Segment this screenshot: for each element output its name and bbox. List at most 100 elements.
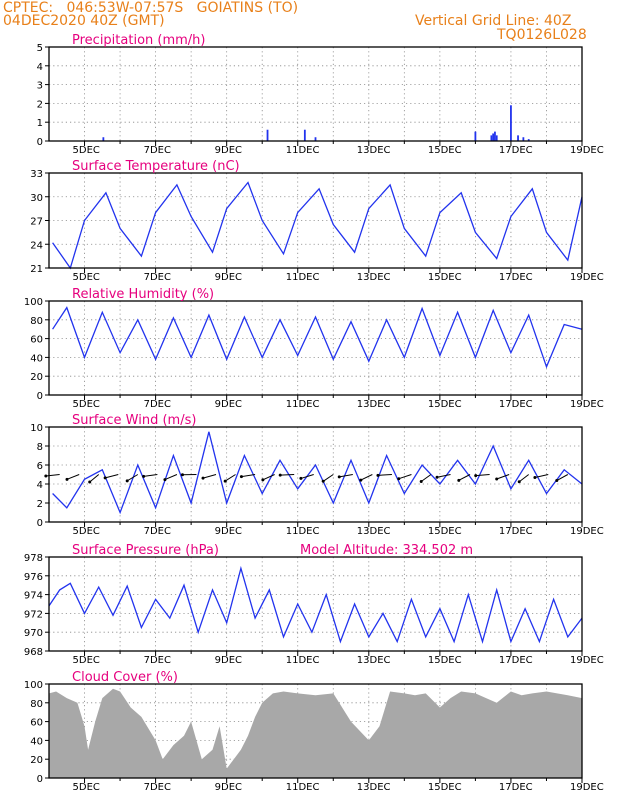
wind-arrow [339, 474, 353, 478]
x-tick-label: 5DEC [73, 145, 100, 156]
precip-bar [527, 139, 530, 141]
x-tick-label: 19DEC [570, 782, 604, 793]
precip-bar [266, 129, 269, 141]
y-tick-label: 974 [24, 591, 43, 602]
wind-arrow-head [142, 474, 146, 478]
y-tick-label: 2 [37, 99, 43, 110]
y-tick-label: 40 [30, 353, 43, 364]
x-tick-label: 9DEC [215, 145, 242, 156]
y-tick-label: 8 [37, 442, 43, 453]
y-tick-label: 0 [37, 774, 43, 785]
wind-arrow [45, 474, 60, 477]
x-tick-label: 19DEC [570, 145, 604, 156]
precip-bar [314, 137, 317, 141]
precip-bar [474, 131, 477, 141]
wind-arrow-head [457, 478, 461, 482]
precip-bar [490, 135, 493, 141]
x-tick-label: 9DEC [215, 655, 242, 666]
y-tick-label: 4 [37, 62, 43, 73]
x-tick-label: 11DEC [286, 655, 320, 666]
wind-arrow-head [376, 473, 380, 477]
panel-2 [45, 172, 583, 273]
x-tick-label: 15DEC [428, 145, 462, 156]
wind-arrow-head [278, 473, 282, 477]
wind-arrow [436, 474, 451, 478]
plot-frame [48, 556, 583, 652]
x-tick-label: 9DEC [215, 399, 242, 410]
x-tick-label: 5DEC [73, 272, 100, 283]
x-tick-label: 17DEC [499, 655, 533, 666]
header-grid-line: Vertical Grid Line: 40Z [415, 13, 572, 29]
y-tick-label: 6 [37, 461, 43, 472]
wind-arrow [143, 474, 158, 477]
precip-bar [494, 131, 496, 141]
plot-frame [48, 300, 583, 396]
x-tick-label: 7DEC [144, 272, 171, 283]
x-tick-label: 7DEC [144, 782, 171, 793]
x-tick-label: 11DEC [286, 782, 320, 793]
y-tick-label: 978 [24, 553, 43, 564]
precip-bar [495, 135, 498, 141]
x-tick-label: 13DEC [357, 272, 391, 283]
x-tick-label: 7DEC [144, 399, 171, 410]
x-tick-label: 9DEC [215, 782, 242, 793]
wind-arrow-head [65, 477, 69, 481]
y-tick-label: 968 [24, 647, 43, 658]
precip-bar [517, 135, 519, 141]
y-tick-label: 80 [30, 316, 43, 327]
y-tick-label: 3 [37, 81, 43, 92]
wind-arrow-head [337, 475, 341, 479]
wind-arrow-head [495, 477, 499, 481]
panel-6 [45, 683, 583, 783]
panel-4 [44, 426, 583, 527]
y-tick-label: 20 [30, 755, 43, 766]
panel-title: Surface Pressure (hPa) [72, 543, 219, 558]
wind-arrow-head [517, 480, 521, 484]
wind-arrow [360, 474, 373, 481]
x-tick-label: 13DEC [357, 399, 391, 410]
wind-arrow [420, 474, 432, 482]
y-tick-label: 27 [30, 217, 43, 228]
wind-arrow-head [299, 476, 303, 480]
y-tick-label: 0 [37, 518, 43, 529]
wind-arrow-head [125, 479, 129, 483]
plot-frame [48, 683, 583, 779]
x-tick-label: 13DEC [357, 526, 391, 537]
x-tick-label: 13DEC [357, 145, 391, 156]
x-tick-label: 7DEC [144, 526, 171, 537]
x-tick-label: 15DEC [428, 655, 462, 666]
y-tick-label: 60 [30, 335, 43, 346]
wind-arrow-head [88, 480, 92, 484]
wind-arrow [377, 474, 392, 476]
wind-arrow-head [435, 475, 439, 479]
header-location: CPTEC: 046:53W-07:57S GOIATINS (TO) [3, 0, 299, 16]
wind-arrow [300, 474, 314, 479]
x-tick-label: 11DEC [286, 272, 320, 283]
x-tick-label: 5DEC [73, 526, 100, 537]
x-tick-label: 5DEC [73, 782, 100, 793]
x-tick-label: 17DEC [499, 526, 533, 537]
precip-bar [522, 137, 525, 141]
wind-arrow [322, 474, 334, 482]
model-altitude: Model Altitude: 334.502 m [300, 543, 473, 558]
y-tick-label: 1 [37, 118, 43, 129]
x-tick-label: 13DEC [357, 655, 391, 666]
y-tick-label: 976 [24, 572, 43, 583]
y-tick-label: 0 [37, 391, 43, 402]
wind-arrow-head [419, 480, 423, 484]
x-tick-label: 5DEC [73, 399, 100, 410]
x-tick-label: 17DEC [499, 399, 533, 410]
wind-arrow [534, 474, 549, 478]
y-tick-label: 0 [37, 137, 43, 148]
panel-3 [45, 300, 583, 400]
wind-arrow [66, 474, 80, 480]
panel-title: Relative Humidity (%) [72, 287, 214, 302]
panel-5 [45, 556, 583, 656]
y-tick-label: 5 [37, 43, 43, 54]
wind-arrow [126, 474, 139, 482]
x-tick-label: 13DEC [357, 782, 391, 793]
y-tick-label: 970 [24, 628, 43, 639]
cloud-cover-area [49, 688, 582, 778]
x-tick-label: 19DEC [570, 272, 604, 283]
